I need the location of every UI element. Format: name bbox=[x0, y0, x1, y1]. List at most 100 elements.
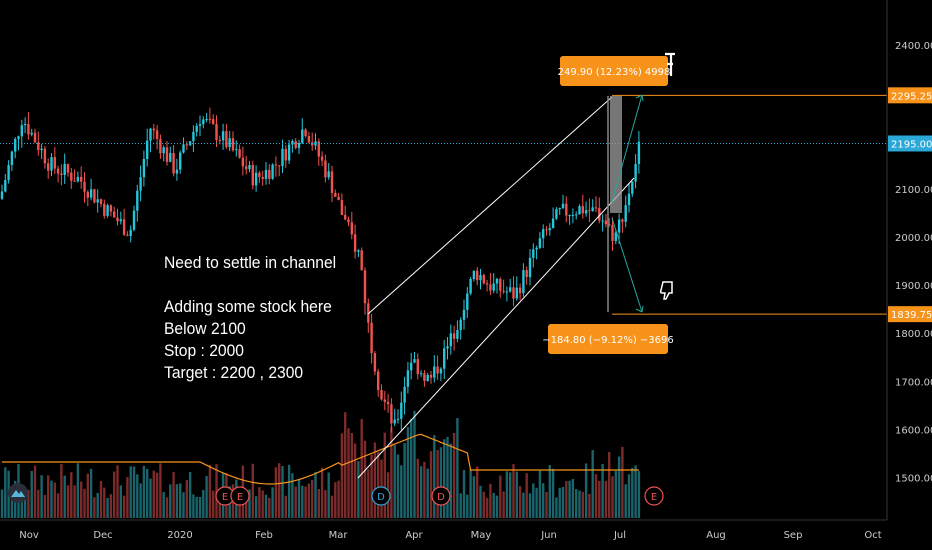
volume-moving-average-line bbox=[2, 433, 639, 485]
volume-bar bbox=[624, 484, 627, 518]
candle-body bbox=[505, 291, 509, 293]
volume-bar bbox=[80, 481, 83, 518]
trade-note[interactable]: Need to settle in channel Adding some sto… bbox=[164, 252, 336, 384]
candle-body bbox=[370, 322, 373, 354]
volume-bar bbox=[96, 492, 99, 518]
volume-bar bbox=[423, 461, 426, 518]
volume-bar bbox=[165, 497, 169, 518]
volume-bar bbox=[509, 472, 512, 518]
volume-bar bbox=[192, 494, 195, 518]
volume-bar bbox=[416, 458, 419, 518]
candle-body bbox=[512, 287, 515, 299]
volume-bar bbox=[146, 468, 149, 518]
price-tick-label: 2400.00 bbox=[895, 41, 932, 52]
event-marker[interactable] bbox=[644, 486, 664, 506]
candle-body bbox=[528, 257, 532, 277]
candle-body bbox=[96, 199, 99, 203]
event-marker[interactable] bbox=[431, 486, 451, 506]
candle-body bbox=[535, 247, 538, 250]
volume-bar bbox=[205, 476, 208, 518]
volume-bar bbox=[340, 433, 344, 518]
candle-body bbox=[63, 163, 66, 175]
candle-body bbox=[212, 119, 215, 124]
trend-channel[interactable] bbox=[357, 96, 635, 479]
tradingview-logo-icon[interactable] bbox=[6, 483, 30, 503]
event-marker[interactable] bbox=[371, 486, 391, 506]
event-marker[interactable] bbox=[230, 486, 250, 506]
candle-body bbox=[558, 207, 561, 210]
volume-bar bbox=[472, 476, 476, 518]
candle-body bbox=[126, 234, 129, 236]
candle-body bbox=[452, 333, 456, 339]
time-tick-label: May bbox=[471, 530, 492, 541]
candle-body bbox=[248, 165, 251, 170]
volume-bar bbox=[83, 488, 86, 518]
volume-bar bbox=[320, 467, 324, 518]
volume-bar bbox=[390, 426, 393, 518]
volume-bar bbox=[330, 495, 334, 518]
candle-body bbox=[192, 131, 195, 142]
candle-body bbox=[70, 172, 73, 181]
volume-bar bbox=[287, 464, 291, 518]
event-marker-label: E bbox=[237, 492, 243, 503]
channel-lower-line[interactable] bbox=[357, 177, 635, 479]
candle-body bbox=[499, 278, 502, 291]
volume-bar bbox=[10, 489, 14, 518]
candle-body bbox=[393, 419, 396, 424]
volume-bar bbox=[456, 417, 459, 518]
channel-upper-line[interactable] bbox=[367, 96, 613, 315]
candle-body bbox=[555, 209, 558, 219]
candle-body bbox=[235, 149, 238, 151]
candle-body bbox=[284, 148, 287, 161]
volume-bar bbox=[419, 466, 423, 518]
candle-body bbox=[617, 219, 621, 233]
time-tick-label: Dec bbox=[93, 530, 112, 541]
volume-bar bbox=[373, 442, 377, 518]
volume-bar bbox=[33, 465, 37, 518]
volume-bar bbox=[439, 447, 443, 518]
time-tick-label: Feb bbox=[255, 530, 273, 541]
trade-note-line: Stop : 2000 bbox=[164, 341, 245, 360]
candle-body bbox=[113, 211, 116, 218]
candle-body bbox=[139, 177, 142, 191]
candle-body bbox=[383, 399, 386, 402]
candlesticks bbox=[0, 107, 641, 433]
price-tick-label: 1600.00 bbox=[895, 425, 932, 436]
candle-body bbox=[261, 177, 264, 179]
volume-bar bbox=[452, 432, 456, 518]
volume-bar bbox=[413, 410, 416, 518]
candle-body bbox=[634, 163, 637, 182]
price-axis[interactable]: 2400.002300.002200.002100.002000.001900.… bbox=[895, 41, 932, 484]
candle-body bbox=[631, 181, 634, 194]
candle-body bbox=[17, 136, 20, 139]
target-arrow-up bbox=[611, 94, 643, 203]
price-tick-label: 1800.00 bbox=[895, 329, 932, 340]
candle-body bbox=[215, 123, 218, 140]
candle-body bbox=[515, 287, 518, 299]
candle-body bbox=[578, 206, 581, 215]
volume-bar bbox=[185, 480, 188, 518]
volume-bar bbox=[274, 467, 278, 518]
volume-bar bbox=[291, 473, 294, 518]
candle-body bbox=[449, 333, 452, 347]
candle-body bbox=[165, 147, 169, 162]
volume-bar bbox=[433, 435, 436, 518]
volume-bar bbox=[136, 474, 139, 518]
price-tick-label: 1500.00 bbox=[895, 473, 932, 484]
candle-body bbox=[291, 140, 294, 145]
candle-body bbox=[307, 135, 311, 143]
volume-bar bbox=[212, 490, 215, 518]
candle-body bbox=[7, 165, 10, 181]
candle-body bbox=[86, 191, 89, 198]
volume-bar bbox=[406, 427, 410, 518]
volume-bars bbox=[0, 410, 641, 518]
measure-tool[interactable] bbox=[607, 94, 644, 313]
candle-body bbox=[485, 283, 489, 285]
volume-bar bbox=[578, 490, 581, 518]
candle-body bbox=[495, 278, 499, 284]
candle-body bbox=[99, 199, 103, 204]
time-axis[interactable]: Nov Dec 2020 Feb Mar Apr May Jun Jul Aug Sep Oct bbox=[19, 530, 881, 541]
volume-bar bbox=[202, 489, 205, 518]
